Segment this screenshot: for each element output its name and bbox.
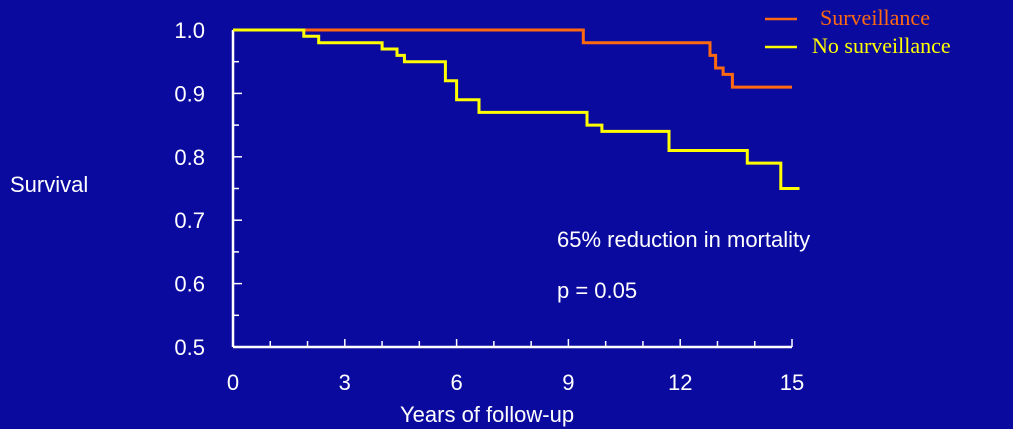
- x-tick-label: 3: [339, 370, 351, 395]
- legend-label-no-surveillance: No surveillance: [812, 33, 951, 58]
- x-tick-label: 12: [668, 370, 692, 395]
- annotation-mortality-reduction: 65% reduction in mortality: [557, 227, 810, 252]
- series: [233, 28, 800, 190]
- axes: [231, 30, 792, 349]
- y-tick-label: 0.5: [174, 335, 205, 360]
- x-tick-label: 15: [780, 370, 804, 395]
- y-axis-title: Survival: [10, 172, 88, 197]
- x-tick-label: 9: [562, 370, 574, 395]
- y-tick-label: 0.9: [174, 81, 205, 106]
- y-tick-label: 1.0: [174, 18, 205, 43]
- y-tick-label: 0.8: [174, 145, 205, 170]
- y-tick-label: 0.6: [174, 272, 205, 297]
- ticks: 0.5 0.6 0.7 0.8 0.9 1.0 0 3 6 9 12 15: [174, 18, 804, 395]
- x-tick-label: 0: [227, 370, 239, 395]
- y-tick-label: 0.7: [174, 208, 205, 233]
- legend: Surveillance No surveillance: [765, 5, 951, 58]
- x-axis-title: Years of follow-up: [400, 402, 574, 427]
- x-tick-label: 6: [450, 370, 462, 395]
- annotation-p-value: p = 0.05: [557, 278, 637, 303]
- series-line-surveillance: [233, 28, 792, 89]
- legend-label-surveillance: Surveillance: [820, 5, 930, 30]
- series-line-no-surveillance: [233, 28, 800, 190]
